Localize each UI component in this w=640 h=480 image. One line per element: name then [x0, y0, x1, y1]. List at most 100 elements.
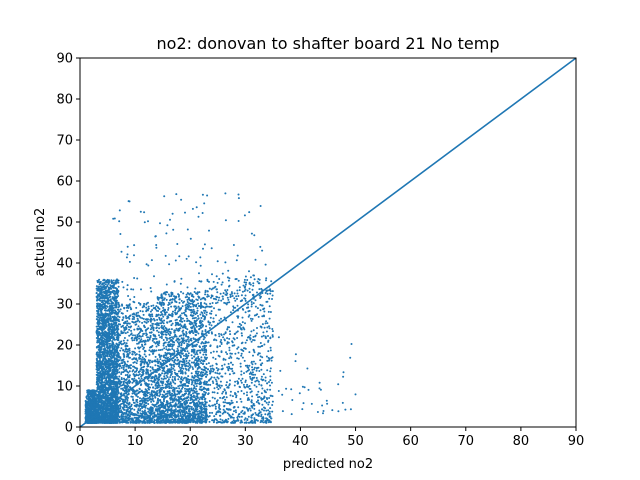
- scatter-point: [126, 399, 129, 402]
- scatter-point: [112, 286, 115, 289]
- scatter-point: [115, 403, 118, 406]
- scatter-point: [121, 400, 124, 403]
- scatter-point: [108, 309, 111, 312]
- scatter-point: [115, 351, 118, 354]
- scatter-point: [106, 321, 109, 324]
- scatter-point: [124, 387, 127, 390]
- scatter-point: [129, 408, 132, 411]
- scatter-point: [168, 341, 171, 343]
- scatter-point: [107, 357, 110, 360]
- scatter-point: [181, 305, 184, 308]
- scatter-point: [109, 410, 112, 413]
- scatter-point: [133, 313, 136, 316]
- scatter-point: [149, 336, 152, 339]
- scatter-point: [152, 329, 155, 332]
- scatter-point: [120, 371, 123, 374]
- scatter-point: [112, 279, 115, 282]
- scatter-point: [153, 415, 156, 418]
- scatter-point: [104, 302, 106, 305]
- scatter-point: [114, 411, 117, 414]
- scatter-point: [118, 385, 121, 388]
- scatter-point: [131, 313, 134, 316]
- scatter-point: [92, 399, 95, 402]
- scatter-point: [107, 282, 110, 285]
- scatter-point: [148, 349, 151, 352]
- scatter-point: [150, 406, 152, 409]
- scatter-point: [138, 357, 141, 360]
- scatter-point: [97, 371, 100, 374]
- scatter-point: [105, 314, 108, 317]
- scatter-point: [100, 372, 103, 375]
- scatter-point: [139, 346, 142, 349]
- scatter-point: [146, 419, 149, 422]
- scatter-point: [122, 359, 124, 361]
- scatter-point: [183, 319, 186, 322]
- scatter-point: [103, 324, 106, 327]
- scatter-point: [128, 415, 131, 418]
- scatter-point: [120, 343, 123, 346]
- scatter-point: [89, 415, 91, 418]
- scatter-point: [107, 367, 110, 370]
- scatter-point: [107, 376, 110, 379]
- scatter-point: [112, 292, 115, 295]
- scatter-point: [115, 316, 118, 319]
- scatter-point: [109, 356, 112, 358]
- scatter-point: [148, 386, 150, 389]
- scatter-point: [141, 398, 143, 400]
- scatter-point: [144, 418, 147, 421]
- scatter-point: [100, 378, 103, 381]
- scatter-point: [173, 369, 176, 372]
- scatter-point: [153, 421, 156, 424]
- scatter-point: [86, 407, 89, 410]
- scatter-point: [139, 397, 141, 400]
- scatter-point: [96, 411, 99, 414]
- scatter-point: [98, 318, 101, 321]
- scatter-point: [85, 414, 88, 417]
- scatter-point: [141, 356, 144, 359]
- scatter-point: [114, 408, 117, 411]
- scatter-point: [130, 395, 133, 398]
- scatter-point: [143, 403, 146, 406]
- scatter-point: [151, 313, 154, 316]
- scatter-point: [92, 420, 95, 423]
- scatter-point: [154, 379, 157, 381]
- scatter-point: [101, 391, 104, 394]
- scatter-point: [138, 387, 141, 390]
- scatter-point: [131, 378, 134, 380]
- scatter-point: [148, 331, 151, 334]
- scatter-point: [94, 408, 97, 411]
- scatter-point: [141, 345, 144, 348]
- scatter-point: [106, 295, 108, 298]
- scatter-point: [106, 285, 109, 288]
- scatter-point: [110, 304, 113, 307]
- scatter-point: [139, 408, 142, 410]
- scatter-point: [97, 335, 100, 338]
- scatter-point: [167, 307, 170, 309]
- scatter-point: [118, 400, 121, 403]
- scatter-point: [97, 353, 100, 356]
- scatter-point: [121, 304, 124, 307]
- scatter-point: [116, 288, 119, 290]
- scatter-point: [132, 321, 135, 324]
- scatter-point: [110, 300, 113, 303]
- scatter-point: [129, 420, 132, 423]
- scatter-point: [118, 305, 121, 307]
- scatter-point: [121, 387, 124, 390]
- scatter-point: [153, 413, 156, 416]
- scatter-point: [96, 341, 99, 344]
- scatter-point: [135, 362, 138, 365]
- scatter-point: [184, 387, 186, 390]
- scatter-point: [131, 392, 134, 395]
- scatter-point: [125, 401, 128, 404]
- scatter-point: [154, 335, 157, 338]
- scatter-point: [136, 395, 139, 398]
- scatter-point: [87, 414, 90, 417]
- scatter-point: [112, 365, 115, 368]
- scatter-point: [89, 392, 92, 395]
- scatter-point: [112, 302, 115, 305]
- scatter-point: [97, 311, 100, 313]
- scatter-point: [109, 292, 112, 295]
- scatter-point: [122, 412, 125, 415]
- scatter-point: [135, 323, 138, 326]
- scatter-point: [115, 326, 118, 329]
